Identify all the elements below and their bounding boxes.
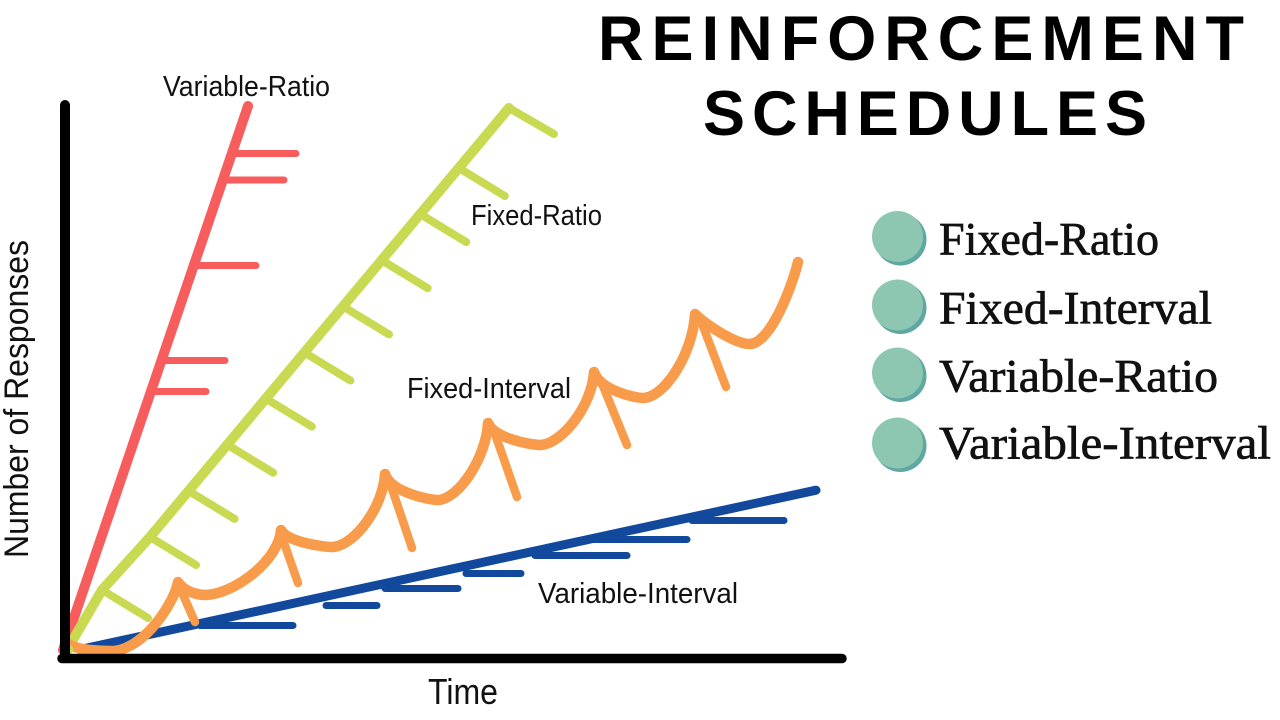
svg-text:Fixed-Ratio: Fixed-Ratio bbox=[471, 200, 602, 232]
svg-text:Time: Time bbox=[428, 671, 498, 712]
svg-text:Variable-Ratio: Variable-Ratio bbox=[939, 351, 1218, 403]
svg-text:Variable-Interval: Variable-Interval bbox=[939, 418, 1271, 470]
svg-text:Variable-Ratio: Variable-Ratio bbox=[163, 71, 330, 103]
svg-text:REINFORCEMENT: REINFORCEMENT bbox=[598, 4, 1246, 74]
svg-text:Variable-Interval: Variable-Interval bbox=[538, 578, 738, 610]
svg-text:SCHEDULES: SCHEDULES bbox=[703, 79, 1149, 149]
svg-text:Fixed-Interval: Fixed-Interval bbox=[939, 283, 1212, 335]
svg-text:Fixed-Ratio: Fixed-Ratio bbox=[939, 214, 1159, 266]
svg-text:Fixed-Interval: Fixed-Interval bbox=[407, 373, 571, 405]
svg-text:Number of Responses: Number of Responses bbox=[0, 240, 36, 558]
